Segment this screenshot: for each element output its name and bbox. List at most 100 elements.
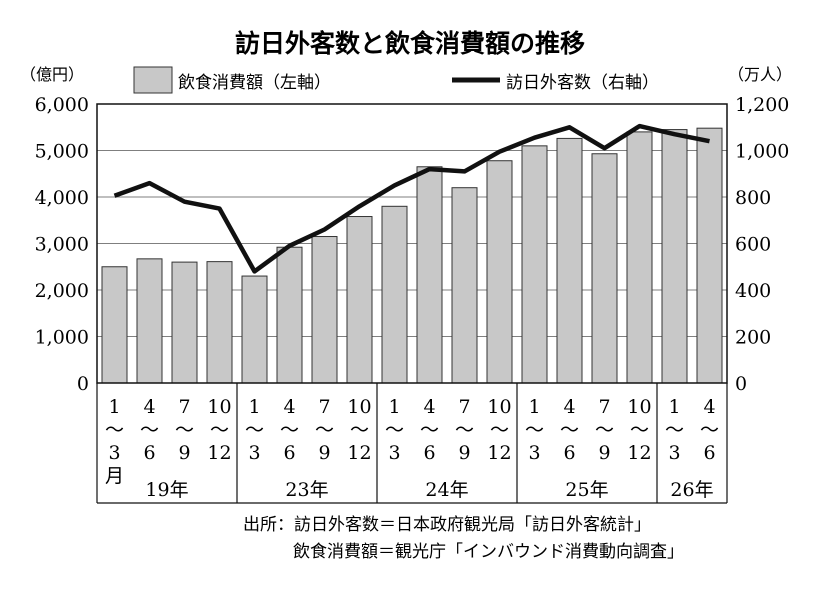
bar [626,131,653,384]
right-tick-label: 400 [735,280,771,302]
category-tilde: 〜 [280,419,299,441]
bar [416,166,443,384]
category-start: 10 [487,396,511,418]
right-axis-unit: （万人） [728,65,792,84]
category-start: 7 [458,396,470,418]
visitor-line [113,123,710,274]
category-start: 1 [528,396,540,418]
category-start: 10 [627,396,651,418]
category-end: 3 [668,442,680,464]
category-tilde: 〜 [665,419,684,441]
category-end: 6 [143,442,155,464]
category-suffix: 月 [105,465,124,487]
category-start: 10 [347,396,371,418]
bar [486,160,513,384]
legend-line-label: 訪日外客数（右軸） [506,73,659,93]
category-end: 12 [487,442,511,464]
legend-bar-swatch [133,66,173,94]
category-end: 9 [178,442,190,464]
category-tilde: 〜 [420,419,439,441]
visitor-line-path [113,123,710,274]
bars [101,127,723,384]
left-tick-label: 0 [77,373,89,395]
left-tick-label: 5,000 [35,141,89,163]
category-tilde: 〜 [595,419,614,441]
category-start: 10 [207,396,231,418]
right-tick-label: 0 [735,373,747,395]
category-start: 1 [108,396,120,418]
category-end: 6 [703,442,715,464]
category-end: 3 [108,442,120,464]
category-end: 9 [318,442,330,464]
category-tilde: 〜 [245,419,264,441]
category-start: 1 [248,396,260,418]
bar [346,216,373,384]
category-tilde: 〜 [630,419,649,441]
category-end: 3 [248,442,260,464]
category-start: 4 [143,396,155,418]
axes: 6,000 1,200 5,000 1,000 4,000 800 3,000 600 2,00… [35,94,790,395]
category-end: 3 [528,442,540,464]
category-tilde: 〜 [140,419,159,441]
year-label: 19年 [145,479,188,501]
category-start: 1 [668,396,680,418]
source-line-1: 出所：訪日外客数＝日本政府観光局「訪日外客統計」 [243,515,651,535]
right-tick-label: 800 [735,187,771,209]
year-label: 23年 [285,479,328,501]
plot-frame [96,103,728,384]
category-end: 9 [458,442,470,464]
category-tilde: 〜 [315,419,334,441]
category-tilde: 〜 [385,419,404,441]
source-line-2: 飲食消費額＝観光庁「インバウンド消費動向調査」 [293,542,684,562]
source-note: 出所：訪日外客数＝日本政府観光局「訪日外客統計」 飲食消費額＝観光庁「インバウン… [243,515,684,562]
category-end: 12 [627,442,651,464]
bar [661,129,688,384]
category-start: 4 [423,396,435,418]
bar [556,137,583,384]
bar [591,153,618,384]
category-end: 3 [388,442,400,464]
category-tilde: 〜 [210,419,229,441]
category-start: 4 [283,396,295,418]
category-start: 7 [318,396,330,418]
category-end: 9 [598,442,610,464]
left-tick-label: 6,000 [35,94,89,116]
bar [696,127,723,384]
category-tilde: 〜 [105,419,124,441]
left-tick-label: 2,000 [35,280,89,302]
bar [136,258,163,384]
category-end: 12 [347,442,371,464]
right-tick-label: 1,000 [735,141,789,163]
category-end: 6 [283,442,295,464]
x-axis: 1〜3月4〜67〜910〜121〜34〜67〜910〜121〜34〜67〜910… [96,383,728,504]
category-tilde: 〜 [700,419,719,441]
bar [206,261,233,384]
right-tick-label: 600 [735,234,771,256]
category-start: 4 [563,396,575,418]
category-start: 7 [178,396,190,418]
year-label: 24年 [425,479,468,501]
category-tilde: 〜 [175,419,194,441]
right-tick-label: 200 [735,327,771,349]
left-tick-label: 3,000 [35,234,89,256]
category-start: 4 [703,396,715,418]
bar [276,246,303,384]
bar [451,187,478,384]
bar [171,261,198,384]
year-label: 25年 [565,479,608,501]
legend: 飲食消費額（左軸） 訪日外客数（右軸） [133,66,659,94]
bar [521,145,548,384]
category-end: 6 [423,442,435,464]
category-tilde: 〜 [455,419,474,441]
legend-bar-label: 飲食消費額（左軸） [178,73,331,93]
category-tilde: 〜 [525,419,544,441]
bar [101,266,128,384]
category-tilde: 〜 [490,419,509,441]
chart-title: 訪日外客数と飲食消費額の推移 [235,29,585,58]
category-start: 1 [388,396,400,418]
category-tilde: 〜 [350,419,369,441]
right-tick-label: 1,200 [735,94,789,116]
bar [381,205,408,384]
bar [311,236,338,384]
